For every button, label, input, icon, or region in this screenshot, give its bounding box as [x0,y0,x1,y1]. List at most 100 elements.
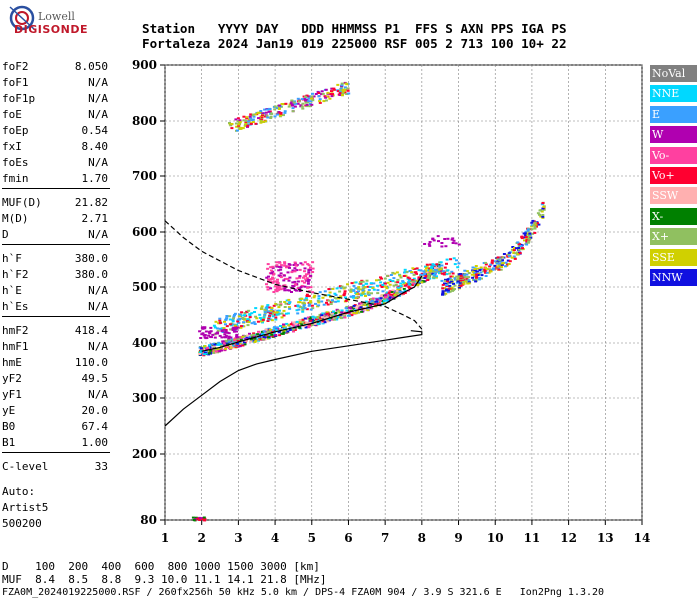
echo-point [286,271,290,274]
echo-point [456,266,460,269]
echo-point [445,258,449,261]
echo-point [493,260,497,263]
echo-point [271,276,274,279]
echo-point [274,328,278,331]
echo-point [449,275,453,278]
echo-point [533,221,537,224]
echo-point [213,346,217,349]
echo-point [447,287,451,290]
echo-point [231,319,235,322]
echo-point [290,271,294,274]
echo-point [272,291,276,293]
echo-point [413,283,417,286]
echo-point [299,104,303,107]
echo-point [323,95,327,98]
echo-point [225,317,229,320]
echo-point [314,316,318,319]
echo-point [288,103,292,106]
echo-point [237,123,241,126]
echo-point [305,105,309,108]
echo-point [461,276,465,279]
echo-point [397,294,401,297]
echo-point [220,330,224,333]
echo-point [277,331,281,334]
echo-point [451,242,455,244]
echo-point [198,330,202,333]
echo-point [292,103,296,106]
echo-point [198,519,202,521]
echo-point [330,318,334,321]
echo-point [235,344,239,347]
echo-point [267,310,271,313]
echo-point [245,321,249,323]
echo-point [262,338,265,341]
echo-point [500,266,504,268]
echo-point [216,329,220,332]
echo-point [274,334,278,336]
echo-point [526,233,530,236]
echo-point [309,268,312,271]
echo-point [259,333,263,336]
echo-point [246,123,250,126]
echo-point [394,292,398,295]
echo-point [307,295,311,298]
echo-point [278,334,282,337]
echo-point [443,238,447,240]
echo-point [433,267,437,269]
echo-point [430,265,434,268]
echo-point [493,264,497,267]
echo-point [229,344,232,347]
echo-point [370,307,374,310]
echo-point [446,291,450,294]
echo-point [387,298,391,301]
legend-item: Vo- [650,146,697,164]
echo-point [266,116,270,119]
param-value: N/A [88,340,108,353]
echo-point [312,296,316,299]
echo-point [304,326,308,329]
echo-point [228,323,232,326]
echo-point [457,275,461,278]
echo-point [441,283,445,286]
echo-point [203,519,207,522]
echo-point [479,266,483,269]
echo-point [322,100,326,103]
x-tick-label: 3 [234,531,242,545]
echo-point [283,111,287,114]
param-row: yF2 49.5 [2,372,108,388]
echo-point [307,97,311,100]
param-name: C-level [2,460,49,473]
echo-point [307,290,311,293]
echo-point [225,315,229,317]
echo-point [271,330,274,333]
echo-point [262,330,266,333]
echo-point [383,294,387,297]
echo-point [349,288,353,291]
echo-point [449,258,453,261]
echo-point [364,300,368,303]
param-name: MUF(D) [2,196,42,209]
echo-point [338,311,342,314]
echo-point [506,263,510,266]
echo-point [524,230,528,233]
echo-point [425,271,429,274]
auto-code: 500200 [2,517,42,530]
echo-point [528,235,531,238]
echo-point [303,285,307,288]
echo-point [339,87,343,90]
echo-point [426,276,430,279]
echo-point [275,313,279,316]
echo-point [222,327,226,330]
echo-point [412,273,416,276]
echo-point [303,307,307,310]
echo-point [314,322,317,325]
x-tick-label: 2 [198,531,206,545]
echo-point [234,118,238,121]
echo-point [266,320,270,322]
echo-point [289,102,293,105]
echo-point [361,291,365,294]
echo-point [535,225,538,228]
echo-point [262,336,266,338]
echo-point [309,286,313,289]
echo-point [318,316,322,319]
